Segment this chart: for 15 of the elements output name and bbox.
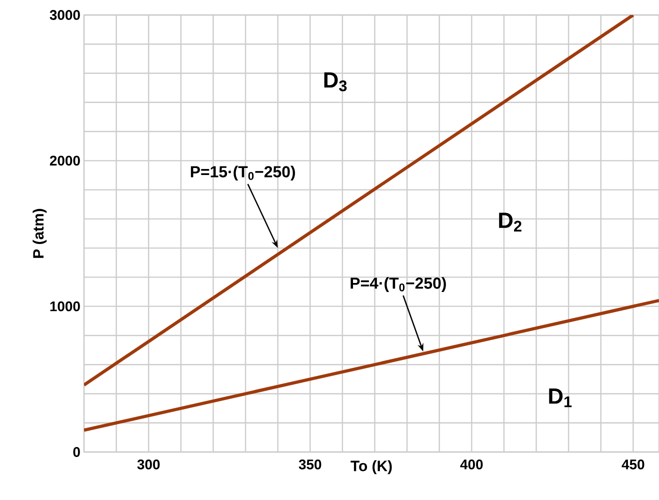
annotation: D$_{1}$ — [549, 388, 572, 408]
y-tick-label: 0 — [73, 447, 80, 457]
y-tick-label: 3000 — [50, 10, 80, 20]
x-tick-label: 400 — [460, 460, 483, 470]
annotation: D$_{3}$ — [324, 72, 347, 92]
annotation: P=4·(T$_{0}$−250) — [350, 277, 446, 292]
x-tick-label: 350 — [298, 460, 322, 470]
annotation: P=15·(T$_{0}$−250) — [190, 166, 295, 181]
y-tick-label: 1000 — [50, 301, 80, 312]
y-tick-label: 2000 — [50, 156, 80, 166]
x-axis-title: To (K) — [350, 460, 392, 474]
x-tick-label: 300 — [137, 460, 160, 470]
x-tick-label: 450 — [622, 460, 644, 470]
y-axis-title: P (atm) — [32, 208, 47, 258]
annotation: D$_{2}$ — [499, 212, 522, 232]
